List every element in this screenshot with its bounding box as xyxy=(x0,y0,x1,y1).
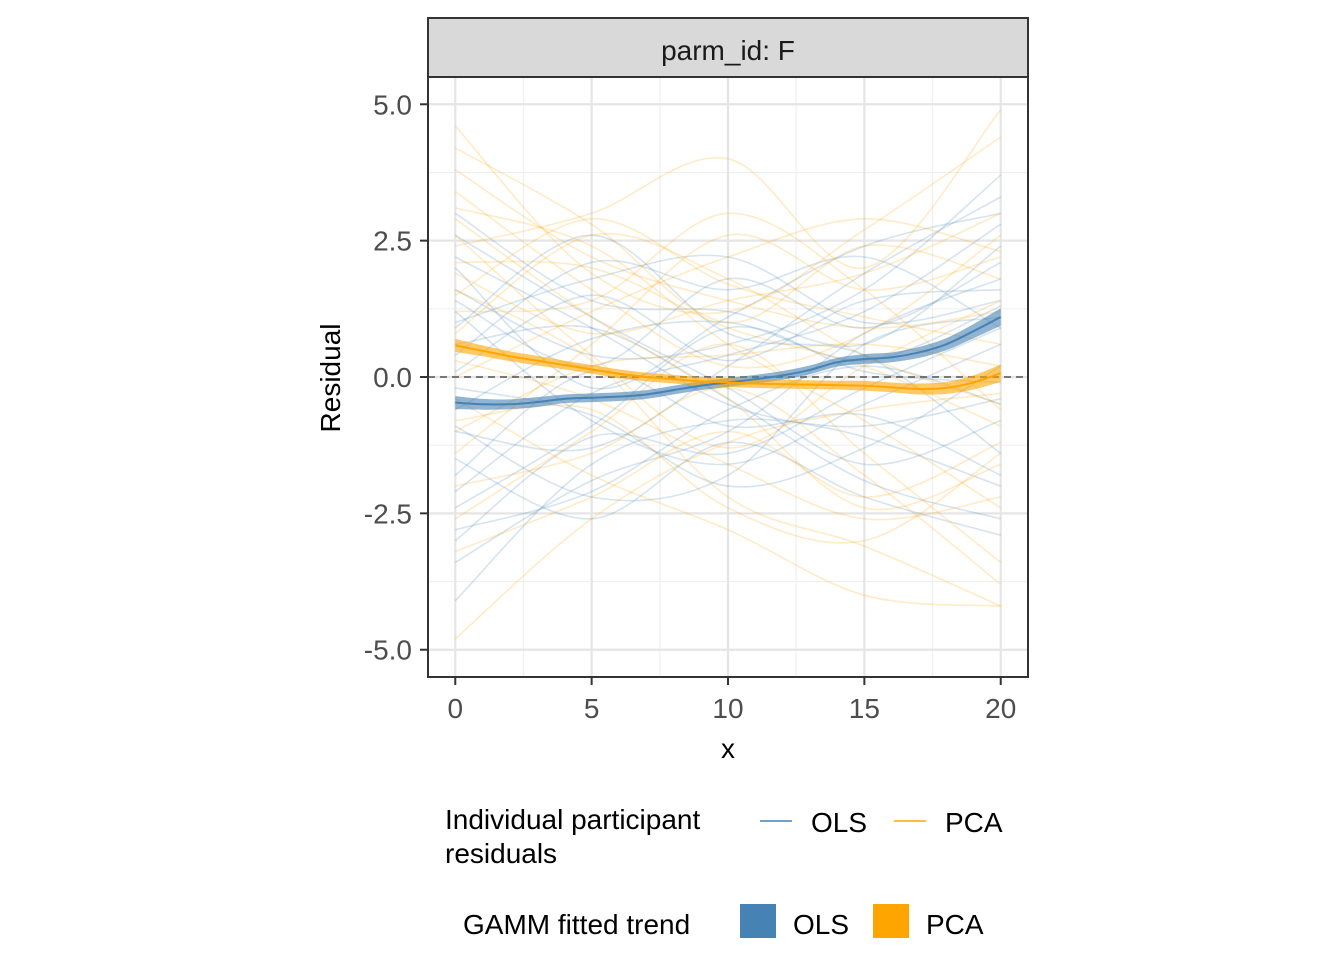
legend-label-ols-line: OLS xyxy=(811,807,867,838)
individual-line-pca xyxy=(454,218,1001,346)
individual-line-pca xyxy=(454,125,1002,315)
individual-line-pca xyxy=(454,398,1001,607)
legend-key-pca-fill xyxy=(873,904,909,938)
y-tick-label: -2.5 xyxy=(364,498,412,529)
y-tick-label: 5.0 xyxy=(373,89,412,120)
individual-line-ols xyxy=(454,212,1001,390)
individual-line-pca xyxy=(454,218,1001,378)
individual-line-pca xyxy=(455,359,1001,521)
legend-fill-title: GAMM fitted trend xyxy=(463,909,690,940)
x-tick-label: 10 xyxy=(712,693,743,724)
individual-line-ols xyxy=(454,174,1002,360)
individual-line-pca xyxy=(455,404,1002,544)
individual-line-ols xyxy=(455,254,1001,325)
individual-line-ols xyxy=(454,256,1002,487)
legend-lines-title-line2: residuals xyxy=(445,838,557,869)
trend-ribbon-pca xyxy=(455,338,1001,395)
x-axis: 0 5 10 15 20 xyxy=(447,677,1016,724)
legend-fill: GAMM fitted trend OLS PCA xyxy=(463,904,984,940)
facet-label: parm_id: F xyxy=(661,35,795,66)
x-tick-label: 0 xyxy=(447,693,463,724)
individual-line-ols xyxy=(454,316,1001,502)
individual-line-pca xyxy=(455,109,1002,269)
trend-ribbon-ols xyxy=(455,308,1001,410)
individual-line-ols xyxy=(454,255,1002,356)
individual-line-ols xyxy=(455,196,1002,452)
legend-lines: Individual participant residuals OLS PCA xyxy=(445,804,1003,869)
individual-line-pca xyxy=(454,343,1001,433)
legend-label-ols-fill: OLS xyxy=(793,909,849,940)
individual-line-ols xyxy=(454,223,1002,493)
legend-lines-title-line1: Individual participant xyxy=(445,804,700,835)
legend-label-pca-line: PCA xyxy=(945,807,1003,838)
y-tick-label: 2.5 xyxy=(373,226,412,257)
individual-line-pca xyxy=(455,212,1002,411)
y-tick-label: 0.0 xyxy=(373,362,412,393)
individual-line-ols xyxy=(454,288,1001,373)
individual-line-pca xyxy=(454,190,1002,369)
individual-line-pca xyxy=(454,233,1001,454)
individual-lines xyxy=(454,109,1002,640)
individual-line-pca xyxy=(455,387,1002,585)
individual-line-pca xyxy=(454,147,1001,324)
individual-line-pca xyxy=(454,169,1001,329)
legend-label-pca-fill: PCA xyxy=(926,909,984,940)
y-axis-label: Residual xyxy=(315,324,346,433)
individual-line-ols xyxy=(454,212,1002,348)
y-axis: -5.0 -2.5 0.0 2.5 5.0 xyxy=(364,89,428,666)
gamm-trends xyxy=(455,308,1002,410)
individual-line-pca xyxy=(454,234,1002,449)
individual-line-pca xyxy=(454,212,1002,335)
x-axis-label: x xyxy=(721,733,735,764)
individual-line-ols xyxy=(454,327,1002,542)
individual-line-pca xyxy=(454,392,1001,640)
individual-line-pca xyxy=(454,289,1002,607)
x-tick-label: 5 xyxy=(584,693,600,724)
trend-line-pca xyxy=(455,344,1002,391)
x-tick-label: 20 xyxy=(985,693,1016,724)
legend-key-ols-fill xyxy=(740,904,776,938)
individual-line-pca xyxy=(455,207,1002,509)
facet-strip xyxy=(427,17,1029,78)
individual-line-pca xyxy=(454,232,1002,406)
individual-line-pca xyxy=(454,343,1002,564)
individual-line-ols xyxy=(454,398,1001,602)
individual-line-pca xyxy=(454,430,1002,553)
individual-line-pca xyxy=(454,218,1001,511)
individual-line-ols xyxy=(454,278,1002,564)
y-tick-label: -5.0 xyxy=(364,635,412,666)
x-tick-label: 15 xyxy=(849,693,880,724)
individual-line-ols xyxy=(454,441,1001,536)
individual-line-ols xyxy=(454,261,1002,367)
individual-line-ols xyxy=(454,234,1001,466)
individual-line-ols xyxy=(455,365,1001,531)
individual-line-ols xyxy=(455,324,1001,520)
